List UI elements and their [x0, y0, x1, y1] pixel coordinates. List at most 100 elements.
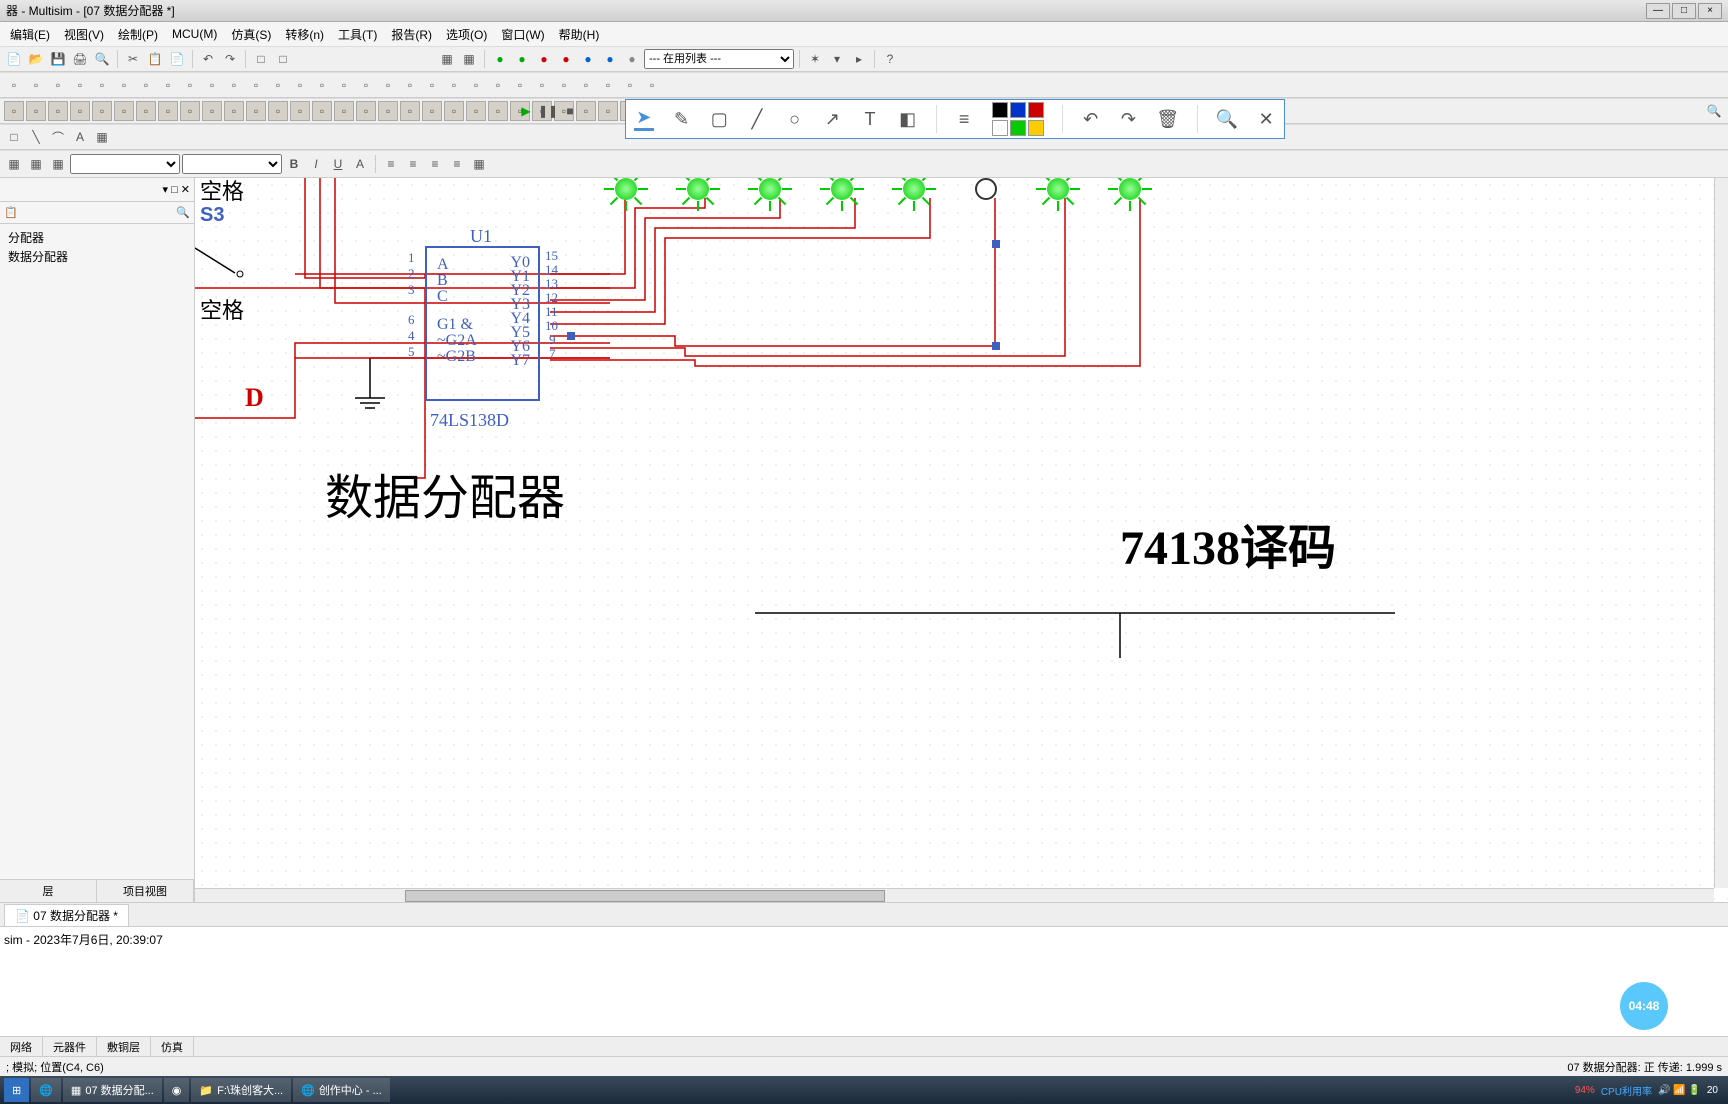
- led-7[interactable]: [1119, 178, 1141, 200]
- tb2-btn-29[interactable]: ▫: [642, 75, 662, 95]
- font-color-icon[interactable]: A: [350, 154, 370, 174]
- sidebar-tool1-icon[interactable]: 📋: [4, 206, 18, 219]
- menu-simulate[interactable]: 仿真(S): [225, 24, 277, 45]
- copy-icon[interactable]: 📋: [145, 49, 165, 69]
- tb2-btn-14[interactable]: ▫: [312, 75, 332, 95]
- tbl2-icon[interactable]: ▦: [26, 154, 46, 174]
- tree-item-2[interactable]: 数据分配器: [4, 247, 190, 266]
- zoom-icon[interactable]: 🔍: [1704, 101, 1724, 121]
- tb2-btn-22[interactable]: ▫: [488, 75, 508, 95]
- pen-icon[interactable]: ✎: [672, 107, 692, 131]
- help-icon[interactable]: ?: [880, 49, 900, 69]
- tb2-btn-1[interactable]: ▫: [26, 75, 46, 95]
- tb2-btn-18[interactable]: ▫: [400, 75, 420, 95]
- tb2-btn-4[interactable]: ▫: [92, 75, 112, 95]
- sidebar-tool2-icon[interactable]: 🔍: [176, 206, 190, 219]
- tb2-btn-16[interactable]: ▫: [356, 75, 376, 95]
- shape3-icon[interactable]: ⌒: [48, 127, 68, 147]
- tb3-btn-7[interactable]: ▫: [158, 101, 178, 121]
- tb3-btn-1[interactable]: ▫: [26, 101, 46, 121]
- tb3-btn-2[interactable]: ▫: [48, 101, 68, 121]
- red2-icon[interactable]: ●: [556, 49, 576, 69]
- tb3-btn-12[interactable]: ▫: [268, 101, 288, 121]
- tb3-btn-8[interactable]: ▫: [180, 101, 200, 121]
- menu-options[interactable]: 选项(O): [440, 24, 493, 45]
- tb3-btn-14[interactable]: ▫: [312, 101, 332, 121]
- task-explorer[interactable]: 📁 F:\珠创客大...: [191, 1078, 291, 1102]
- scroll-vertical[interactable]: [1714, 178, 1728, 888]
- tb3-btn-22[interactable]: ▫: [488, 101, 508, 121]
- pause-icon[interactable]: ❚❚: [538, 101, 558, 121]
- menu-draw[interactable]: 绘制(P): [112, 24, 164, 45]
- shape2-icon[interactable]: ╲: [26, 127, 46, 147]
- tb2-btn-15[interactable]: ▫: [334, 75, 354, 95]
- italic-icon[interactable]: I: [306, 154, 326, 174]
- play-icon[interactable]: ▶: [516, 101, 536, 121]
- tb3-btn-21[interactable]: ▫: [466, 101, 486, 121]
- shape4-icon[interactable]: A: [70, 127, 90, 147]
- task-app2[interactable]: ◉: [164, 1078, 190, 1102]
- zoom-in-icon[interactable]: □: [251, 49, 271, 69]
- comp2-icon[interactable]: ▦: [459, 49, 479, 69]
- tb3-btn-27[interactable]: ▫: [598, 101, 618, 121]
- print-icon[interactable]: 🖨: [70, 49, 90, 69]
- menu-transfer[interactable]: 转移(n): [279, 24, 330, 45]
- bold-icon[interactable]: B: [284, 154, 304, 174]
- line-icon[interactable]: ╱: [747, 107, 767, 131]
- chip-u1[interactable]: A B C G1 & ~G2A ~G2B Y0 Y1 Y2 Y3 Y4 Y5 Y…: [425, 246, 540, 401]
- tb2-btn-13[interactable]: ▫: [290, 75, 310, 95]
- zoom-out-icon[interactable]: □: [273, 49, 293, 69]
- tb2-btn-12[interactable]: ▫: [268, 75, 288, 95]
- new-icon[interactable]: 📄: [4, 49, 24, 69]
- doc-tab[interactable]: 📄 07 数据分配器 *: [4, 904, 129, 926]
- otab-comp[interactable]: 元器件: [43, 1037, 97, 1056]
- tb2-btn-11[interactable]: ▫: [246, 75, 266, 95]
- sidebar-tab-project[interactable]: 项目视图: [97, 880, 194, 902]
- tb2-btn-3[interactable]: ▫: [70, 75, 90, 95]
- tb2-btn-23[interactable]: ▫: [510, 75, 530, 95]
- tb3-btn-18[interactable]: ▫: [400, 101, 420, 121]
- preview-icon[interactable]: 🔍: [92, 49, 112, 69]
- circle-icon[interactable]: ○: [785, 107, 805, 131]
- undo-icon[interactable]: ↶: [198, 49, 218, 69]
- open-icon[interactable]: 📂: [26, 49, 46, 69]
- align-center-icon[interactable]: ≡: [403, 154, 423, 174]
- otab-sim[interactable]: 仿真: [151, 1037, 194, 1056]
- pointer-icon[interactable]: ➤: [634, 107, 654, 131]
- tb2-btn-0[interactable]: ▫: [4, 75, 24, 95]
- otab-copper[interactable]: 敷铜层: [97, 1037, 151, 1056]
- led-4[interactable]: [903, 178, 925, 200]
- tb3-btn-4[interactable]: ▫: [92, 101, 112, 121]
- led-0[interactable]: [615, 178, 637, 200]
- tb3-btn-10[interactable]: ▫: [224, 101, 244, 121]
- arrow-down-icon[interactable]: ▾: [827, 49, 847, 69]
- stop-icon[interactable]: ■: [560, 101, 580, 121]
- led-5[interactable]: [975, 178, 997, 200]
- text-icon[interactable]: T: [860, 107, 880, 131]
- close-button[interactable]: ×: [1698, 3, 1722, 19]
- tb3-btn-19[interactable]: ▫: [422, 101, 442, 121]
- tb2-btn-17[interactable]: ▫: [378, 75, 398, 95]
- green2-icon[interactable]: ●: [512, 49, 532, 69]
- maximize-button[interactable]: □: [1672, 3, 1696, 19]
- minimize-button[interactable]: —: [1646, 3, 1670, 19]
- align-right-icon[interactable]: ≡: [425, 154, 445, 174]
- goto-icon[interactable]: ▸: [849, 49, 869, 69]
- menu-mcu[interactable]: MCU(M): [166, 25, 223, 43]
- gray-icon[interactable]: ●: [622, 49, 642, 69]
- color-palette[interactable]: [992, 102, 1044, 136]
- menu-report[interactable]: 报告(R): [385, 24, 438, 45]
- green-icon[interactable]: ●: [490, 49, 510, 69]
- led-1[interactable]: [687, 178, 709, 200]
- font-family-select[interactable]: [70, 154, 180, 174]
- shape5-icon[interactable]: ▦: [92, 127, 112, 147]
- tb2-btn-25[interactable]: ▫: [554, 75, 574, 95]
- task-multisim[interactable]: ▦ 07 数据分配...: [63, 1078, 162, 1102]
- tb3-btn-3[interactable]: ▫: [70, 101, 90, 121]
- comp-icon[interactable]: ▦: [437, 49, 457, 69]
- tbl3-icon[interactable]: ▦: [48, 154, 68, 174]
- blue-icon[interactable]: ●: [578, 49, 598, 69]
- tb3-btn-15[interactable]: ▫: [334, 101, 354, 121]
- tb3-btn-6[interactable]: ▫: [136, 101, 156, 121]
- tb3-btn-13[interactable]: ▫: [290, 101, 310, 121]
